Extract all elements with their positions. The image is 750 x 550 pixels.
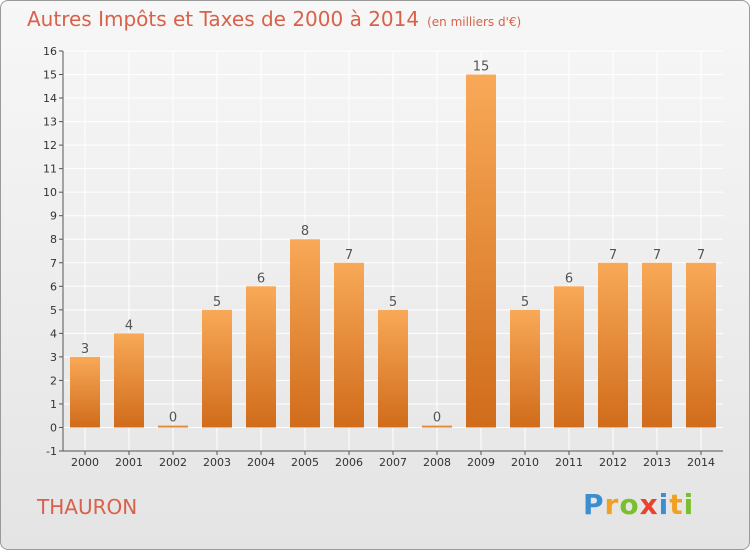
- y-tick-label: 16: [43, 45, 57, 58]
- proxiti-logo: Proxiti: [583, 488, 694, 521]
- logo-letter: P: [583, 488, 605, 521]
- bar-2010: [510, 309, 540, 428]
- x-tick-label: 2007: [379, 456, 407, 469]
- data-label-2012: 7: [609, 248, 617, 263]
- logo-letter: t: [669, 488, 684, 521]
- x-tick-label: 2001: [115, 456, 143, 469]
- data-label-2014: 7: [697, 248, 705, 263]
- bar-2008: [422, 425, 452, 428]
- x-tick-label: 2003: [203, 456, 231, 469]
- data-labels: 3 4 0 5 6 8 7 5 0 15 5 6 7 7 7: [81, 60, 705, 426]
- data-label-2005: 8: [301, 224, 309, 239]
- data-label-2008: 0: [433, 410, 441, 425]
- bar-2003: [202, 309, 232, 428]
- y-tick-label: 3: [50, 351, 57, 364]
- data-label-2004: 6: [257, 271, 265, 286]
- bar-2011: [554, 286, 584, 428]
- x-tick-label: 2008: [423, 456, 451, 469]
- logo-letter: o: [619, 488, 640, 521]
- logo-letter: x: [639, 488, 659, 521]
- commune-name: THAURON: [37, 495, 138, 519]
- x-tick-label: 2010: [511, 456, 539, 469]
- bar-2009: [466, 74, 496, 428]
- x-tick-label: 2000: [71, 456, 99, 469]
- data-label-2007: 5: [389, 295, 397, 310]
- y-tick-label: 7: [50, 257, 57, 270]
- logo-letter: i: [683, 488, 695, 521]
- data-label-2013: 7: [653, 248, 661, 263]
- bar-2004: [246, 286, 276, 428]
- y-tick-label: 4: [50, 327, 57, 340]
- data-label-2001: 4: [125, 318, 133, 333]
- title-row: Autres Impôts et Taxes de 2000 à 2014 (en…: [27, 7, 521, 31]
- x-tick-label: 2004: [247, 456, 275, 469]
- x-tick-label: 2006: [335, 456, 363, 469]
- bar-2002: [158, 425, 188, 428]
- x-tick-label: 2009: [467, 456, 495, 469]
- data-label-2010: 5: [521, 295, 529, 310]
- y-tick-label: 10: [43, 186, 57, 199]
- x-tick-label: 2011: [555, 456, 583, 469]
- y-tick-label: 5: [50, 304, 57, 317]
- data-label-2006: 7: [345, 248, 353, 263]
- bar-2006: [334, 262, 364, 428]
- data-label-2003: 5: [213, 295, 221, 310]
- bar-2014: [686, 262, 716, 428]
- data-label-2002: 0: [169, 410, 177, 425]
- x-tick-label: 2005: [291, 456, 319, 469]
- x-tick-label: 2014: [687, 456, 715, 469]
- bar-2007: [378, 309, 408, 428]
- y-tick-label: 1: [50, 398, 57, 411]
- logo-letter: r: [604, 488, 620, 521]
- y-tick-label: 8: [50, 233, 57, 246]
- data-label-2009: 15: [473, 60, 490, 75]
- y-tick-label: 15: [43, 69, 57, 82]
- chart-title: Autres Impôts et Taxes de 2000 à 2014: [27, 7, 420, 31]
- bar-2001: [114, 333, 144, 428]
- bar-2013: [642, 262, 672, 428]
- y-tick-label: 0: [50, 421, 57, 434]
- y-tick-label: -1: [46, 445, 57, 458]
- bar-2005: [290, 239, 320, 428]
- bar-2000: [70, 356, 100, 428]
- x-tick-label: 2013: [643, 456, 671, 469]
- y-tick-label: 11: [43, 163, 57, 176]
- data-label-2011: 6: [565, 271, 573, 286]
- bar-2012: [598, 262, 628, 428]
- x-tick-label: 2002: [159, 456, 187, 469]
- y-tick-label: 12: [43, 139, 57, 152]
- unit-label: (en milliers d'€): [427, 15, 522, 29]
- y-tick-label: 2: [50, 374, 57, 387]
- y-tick-label: 13: [43, 116, 57, 129]
- y-tick-label: 9: [50, 210, 57, 223]
- x-tick-label: 2012: [599, 456, 627, 469]
- data-label-2000: 3: [81, 342, 89, 357]
- logo-letter: i: [658, 488, 670, 521]
- bars: [70, 74, 716, 428]
- y-tick-label: 6: [50, 280, 57, 293]
- y-tick-label: 14: [43, 92, 57, 105]
